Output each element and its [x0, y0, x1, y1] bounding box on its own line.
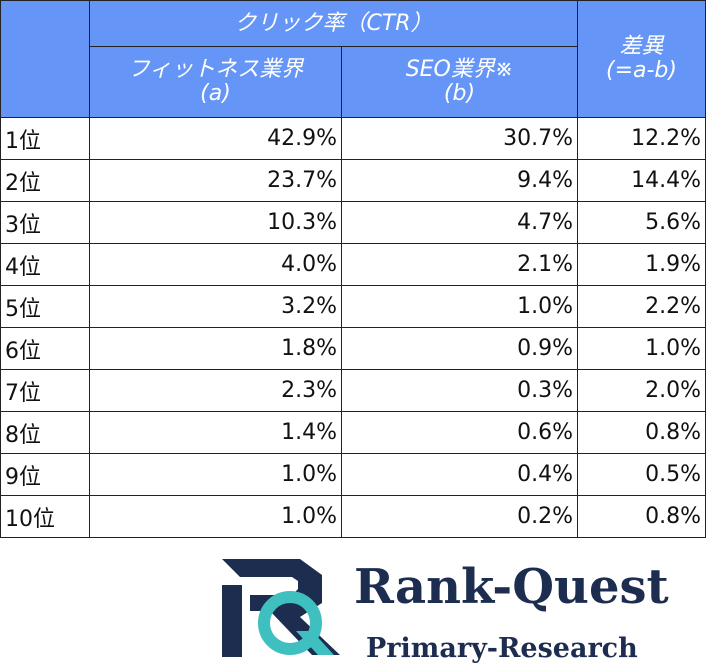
value-cell: 4.0%: [89, 243, 342, 286]
value-cell: 0.2%: [341, 495, 578, 538]
value-cell: 4.7%: [341, 201, 578, 244]
value-cell: 2.3%: [89, 369, 342, 412]
value-cell: 10.3%: [89, 201, 342, 244]
table-row: 7位 2.3% 0.3% 2.0%: [0, 369, 706, 412]
header-row: クリック率（CTR） 差異 (=a-b): [0, 0, 706, 118]
rank-cell: 7位: [0, 369, 90, 412]
column-label: 差異: [619, 34, 664, 59]
value-cell: 0.3%: [341, 369, 578, 412]
table-header: クリック率（CTR） 差異 (=a-b) フィットネス業界 (a) SEO業界※ (b…: [0, 0, 706, 118]
value-cell: 1.0%: [89, 453, 342, 496]
value-cell: 0.6%: [341, 411, 578, 454]
column-header: SEO業界※ (b): [341, 46, 578, 118]
value-cell: 1.4%: [89, 411, 342, 454]
rank-cell: 2位: [0, 159, 90, 202]
value-cell: 0.4%: [341, 453, 578, 496]
value-cell: 1.8%: [89, 327, 342, 370]
table-row: 5位 3.2% 1.0% 2.2%: [0, 285, 706, 328]
value-cell: 23.7%: [89, 159, 342, 202]
table-body: 1位 42.9% 30.7% 12.2% 2位 23.7% 9.4% 14.4% 3位 10.3%…: [0, 117, 706, 538]
column-label: フィットネス業界: [127, 57, 304, 82]
table-row: 2位 23.7% 9.4% 14.4%: [0, 159, 706, 202]
value-cell: 9.4%: [341, 159, 578, 202]
value-cell: 5.6%: [577, 201, 706, 244]
table-row: 1位 42.9% 30.7% 12.2%: [0, 117, 706, 160]
rank-cell: 4位: [0, 243, 90, 286]
rank-cell: 6位: [0, 327, 90, 370]
value-cell: 1.0%: [577, 327, 706, 370]
value-cell: 14.4%: [577, 159, 706, 202]
rank-cell: 8位: [0, 411, 90, 454]
column-sub: (=a-b): [606, 58, 677, 83]
value-cell: 0.5%: [577, 453, 706, 496]
value-cell: 0.9%: [341, 327, 578, 370]
rank-cell: 10位: [0, 495, 90, 538]
rank-cell: 5位: [0, 285, 90, 328]
column-header: 差異 (=a-b): [577, 0, 706, 118]
column-sub: (b): [443, 81, 476, 106]
value-cell: 2.1%: [341, 243, 578, 286]
header-row: フィットネス業界 (a) SEO業界※ (b): [1, 46, 706, 118]
value-cell: 12.2%: [577, 117, 706, 160]
column-sub: (a): [200, 81, 231, 106]
group-header: クリック率（CTR）: [89, 0, 578, 47]
table-row: 8位 1.4% 0.6% 0.8%: [0, 411, 706, 454]
logo-name: Rank-Quest: [354, 559, 669, 615]
value-cell: 30.7%: [341, 117, 578, 160]
value-cell: 0.8%: [577, 411, 706, 454]
value-cell: 42.9%: [89, 117, 342, 160]
rank-cell: 3位: [0, 201, 90, 244]
column-header: フィットネス業界 (a): [89, 46, 342, 118]
value-cell: 1.0%: [89, 495, 342, 538]
ctr-table: クリック率（CTR） 差異 (=a-b) フィットネス業界 (a) SEO業界※ (b…: [0, 0, 706, 538]
logo-tagline: Primary-Research: [366, 633, 638, 664]
corner-cell: [0, 0, 90, 118]
column-label: SEO業界※: [405, 57, 514, 82]
group-header-text: クリック率（CTR）: [234, 10, 433, 36]
value-cell: 2.2%: [577, 285, 706, 328]
logo-icon: [222, 559, 340, 657]
rank-cell: 9位: [0, 453, 90, 496]
table-row: 4位 4.0% 2.1% 1.9%: [0, 243, 706, 286]
rank-cell: 1位: [0, 117, 90, 160]
value-cell: 3.2%: [89, 285, 342, 328]
value-cell: 1.9%: [577, 243, 706, 286]
table-row: 3位 10.3% 4.7% 5.6%: [0, 201, 706, 244]
table-row: 10位 1.0% 0.2% 0.8%: [0, 495, 706, 538]
table-row: 9位 1.0% 0.4% 0.5%: [0, 453, 706, 496]
value-cell: 2.0%: [577, 369, 706, 412]
value-cell: 1.0%: [341, 285, 578, 328]
value-cell: 0.8%: [577, 495, 706, 538]
table-row: 6位 1.8% 0.9% 1.0%: [0, 327, 706, 370]
logo: Rank-Quest Primary-Research: [222, 559, 669, 664]
